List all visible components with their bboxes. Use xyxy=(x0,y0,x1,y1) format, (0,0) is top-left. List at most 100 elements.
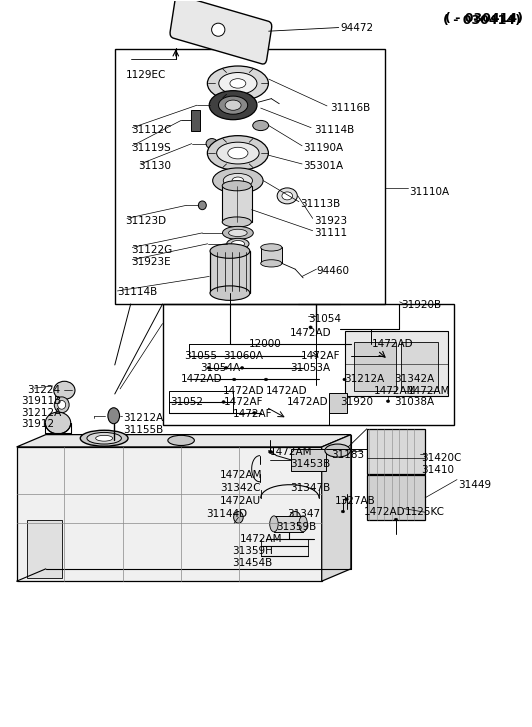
Text: 31119S: 31119S xyxy=(131,143,170,153)
Ellipse shape xyxy=(309,326,312,329)
Polygon shape xyxy=(322,435,351,581)
Bar xyxy=(107,433,121,447)
Ellipse shape xyxy=(209,91,257,120)
Ellipse shape xyxy=(343,378,346,381)
Ellipse shape xyxy=(282,192,293,200)
Text: 31224: 31224 xyxy=(27,385,60,395)
Text: 31112C: 31112C xyxy=(131,125,171,134)
Ellipse shape xyxy=(207,136,268,171)
Ellipse shape xyxy=(360,355,363,358)
Ellipse shape xyxy=(222,217,252,227)
Text: 1472AM: 1472AM xyxy=(373,386,416,396)
Text: 31212A: 31212A xyxy=(21,408,61,418)
Text: 31113B: 31113B xyxy=(301,199,340,209)
Text: 31114B: 31114B xyxy=(314,125,354,134)
Ellipse shape xyxy=(210,244,250,258)
Text: 1472AD: 1472AD xyxy=(287,397,329,407)
Text: 12000: 12000 xyxy=(249,339,282,349)
FancyBboxPatch shape xyxy=(170,0,272,64)
Ellipse shape xyxy=(345,498,348,500)
Ellipse shape xyxy=(222,226,253,239)
Ellipse shape xyxy=(96,435,113,441)
Text: 94472: 94472 xyxy=(340,23,373,33)
Bar xyxy=(354,342,396,391)
Text: 1472AD: 1472AD xyxy=(181,374,223,385)
Text: 31359B: 31359B xyxy=(277,523,317,532)
Ellipse shape xyxy=(80,430,128,446)
Text: 31053A: 31053A xyxy=(290,363,330,373)
Text: 31923E: 31923E xyxy=(131,257,170,267)
Text: 1472AM: 1472AM xyxy=(220,470,262,481)
Bar xyxy=(115,49,385,304)
Ellipse shape xyxy=(261,260,282,267)
Text: 31923: 31923 xyxy=(314,215,347,225)
Ellipse shape xyxy=(261,244,282,251)
Ellipse shape xyxy=(168,435,194,446)
Bar xyxy=(261,247,282,263)
Text: 1472AM: 1472AM xyxy=(239,534,282,544)
Bar xyxy=(190,110,200,132)
Ellipse shape xyxy=(225,100,241,111)
Ellipse shape xyxy=(253,411,256,414)
Ellipse shape xyxy=(210,286,250,300)
Text: 31060A: 31060A xyxy=(223,351,263,361)
Bar xyxy=(367,475,425,520)
Text: 31123D: 31123D xyxy=(126,215,167,225)
Text: 1472AU: 1472AU xyxy=(220,496,261,506)
Text: 31183: 31183 xyxy=(331,450,364,460)
Ellipse shape xyxy=(277,188,297,204)
Ellipse shape xyxy=(207,366,210,369)
Ellipse shape xyxy=(386,400,389,403)
Text: 31342A: 31342A xyxy=(394,374,435,385)
Ellipse shape xyxy=(325,444,351,457)
Text: 1472AF: 1472AF xyxy=(233,409,272,419)
Ellipse shape xyxy=(234,512,243,523)
Ellipse shape xyxy=(198,201,206,209)
Bar xyxy=(367,429,425,474)
Text: 31912: 31912 xyxy=(21,419,54,430)
Text: 1472AD: 1472AD xyxy=(290,328,331,338)
Ellipse shape xyxy=(219,96,248,114)
Text: 1472AD: 1472AD xyxy=(364,507,406,517)
Text: 31342C: 31342C xyxy=(220,483,260,494)
Text: 31449: 31449 xyxy=(458,480,491,490)
Ellipse shape xyxy=(270,516,278,532)
Ellipse shape xyxy=(299,516,307,532)
Text: 31054A: 31054A xyxy=(200,363,240,373)
Bar xyxy=(169,391,233,413)
Ellipse shape xyxy=(54,397,69,413)
Ellipse shape xyxy=(87,433,121,444)
Text: 1472AD: 1472AD xyxy=(222,386,264,396)
Text: 31130: 31130 xyxy=(139,161,172,171)
Text: 1472AM: 1472AM xyxy=(408,386,451,396)
Ellipse shape xyxy=(269,451,272,454)
Text: 1125KC: 1125KC xyxy=(405,507,445,517)
Ellipse shape xyxy=(58,401,65,409)
Ellipse shape xyxy=(222,180,252,190)
Text: 1472AF: 1472AF xyxy=(223,397,263,407)
Text: 31212A: 31212A xyxy=(123,413,163,423)
Ellipse shape xyxy=(230,79,246,88)
Text: 1472AD: 1472AD xyxy=(372,339,414,349)
Text: 31454B: 31454B xyxy=(232,558,273,568)
Polygon shape xyxy=(16,435,351,447)
Bar xyxy=(401,342,438,391)
Bar xyxy=(292,449,326,471)
Ellipse shape xyxy=(219,73,257,95)
Ellipse shape xyxy=(212,23,225,36)
Text: 31122G: 31122G xyxy=(131,244,172,254)
Bar xyxy=(345,331,448,396)
Text: 1472AD: 1472AD xyxy=(266,386,307,396)
Text: 31054: 31054 xyxy=(309,314,342,324)
Text: 31420C: 31420C xyxy=(421,453,462,463)
Ellipse shape xyxy=(232,378,236,381)
Text: 31212A: 31212A xyxy=(345,374,385,385)
Ellipse shape xyxy=(217,142,259,164)
Bar xyxy=(210,251,250,293)
Text: 1327AB: 1327AB xyxy=(335,496,376,506)
Ellipse shape xyxy=(108,408,120,424)
Text: 31055: 31055 xyxy=(184,351,217,361)
Ellipse shape xyxy=(45,412,71,434)
Text: 31347: 31347 xyxy=(287,510,320,519)
Bar xyxy=(27,520,62,577)
